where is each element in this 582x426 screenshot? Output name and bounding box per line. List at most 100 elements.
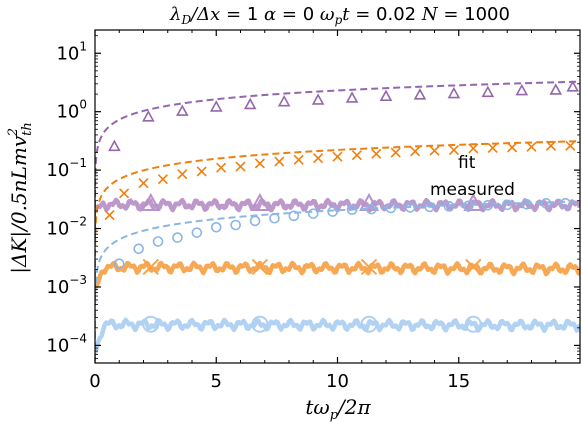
fit-series-marker — [307, 208, 319, 219]
fit-series-marker — [566, 80, 580, 92]
y-tick-label: 10−1 — [46, 156, 87, 181]
x-label-part: /2π — [336, 395, 371, 419]
x-tick-label: 15 — [447, 371, 470, 392]
measured-series-marker — [249, 192, 270, 211]
fit-series-marker — [172, 232, 183, 243]
measured-series-marker — [463, 192, 484, 211]
fit-series-marker — [379, 89, 393, 101]
fit-series-marker — [549, 83, 563, 95]
fit-series-marker — [540, 198, 552, 209]
title-part: = — [438, 4, 465, 25]
y-tick-exponent: −4 — [69, 331, 87, 345]
measured-series-marker — [464, 315, 482, 333]
y-label-sub: th — [20, 122, 35, 136]
measured-series-marker — [140, 192, 161, 211]
fit-series-marker — [191, 227, 203, 238]
fit-series-marker — [177, 169, 188, 180]
fit-series-marker — [487, 142, 498, 153]
fit-series-marker — [565, 140, 576, 151]
fit-series-marker — [447, 86, 461, 99]
fit-series-marker — [545, 140, 556, 151]
fit-series-marker — [501, 199, 513, 211]
x-label-part: tω — [305, 395, 329, 419]
fit-series-marker — [175, 104, 189, 116]
fit-series-line — [95, 140, 580, 301]
fit-series-marker — [371, 148, 382, 159]
title-part: = — [276, 4, 303, 25]
fit-series-marker — [210, 222, 222, 233]
x-label-sub: p — [330, 408, 339, 423]
x-axis-label: tωp/2π — [305, 395, 371, 423]
fit-series-marker — [249, 215, 261, 227]
measured-series-marker — [142, 258, 159, 276]
measured-series-marker — [360, 258, 378, 276]
fit-series-marker — [385, 202, 397, 214]
x-tick-label: 5 — [211, 371, 222, 392]
fit-series-marker — [142, 110, 155, 122]
fit-series-marker — [526, 141, 537, 152]
fit-series-marker — [313, 153, 324, 164]
y-tick-base: 10 — [46, 160, 69, 181]
measured-series-marker — [360, 315, 378, 333]
x-tick-label: 10 — [326, 371, 349, 392]
title-part: N — [416, 4, 439, 25]
fit-series-marker — [507, 142, 518, 153]
annotation-measured: measured — [430, 180, 515, 200]
fit-series-marker — [277, 95, 291, 107]
title-sub: D — [180, 13, 191, 27]
y-tick-exponent: −1 — [69, 156, 87, 170]
y-tick-base: 10 — [56, 43, 79, 64]
y-tick-exponent: −2 — [69, 215, 87, 229]
annotation-fit: fit — [458, 153, 476, 173]
fit-series-marker — [269, 212, 280, 224]
title-part: = — [350, 4, 377, 25]
title-part: ω — [314, 4, 335, 25]
fit-series-marker — [481, 85, 495, 98]
fit-series-marker — [243, 97, 257, 110]
fit-series-marker — [152, 236, 164, 247]
y-tick-label: 10−2 — [46, 215, 87, 240]
measured-series-marker — [359, 192, 379, 211]
fit-series-marker — [560, 198, 571, 209]
y-tick-label: 101 — [56, 39, 87, 64]
fit-series-marker — [288, 210, 300, 222]
measured-series-line — [95, 260, 580, 290]
fit-series-marker — [332, 151, 343, 162]
fit-series-marker — [196, 166, 207, 177]
measured-series-marker — [251, 258, 269, 276]
fit-series-marker — [138, 178, 149, 189]
y-label-sup: 2 — [6, 128, 21, 137]
fit-series-marker — [254, 158, 265, 169]
measured-series-marker — [465, 258, 482, 276]
title-part: /Δx = — [189, 4, 247, 25]
y-tick-base: 10 — [46, 219, 69, 240]
fit-series-marker — [429, 145, 440, 156]
fit-series-marker — [345, 91, 359, 103]
fit-series-marker — [311, 93, 325, 105]
y-tick-base: 10 — [46, 335, 69, 356]
fit-series-marker — [351, 150, 362, 161]
fit-series-marker — [209, 100, 223, 112]
fit-series-marker — [366, 203, 377, 215]
y-tick-base: 10 — [46, 277, 69, 298]
fit-series-marker — [390, 147, 401, 158]
fit-series-marker — [448, 145, 459, 156]
fit-series-marker — [216, 162, 227, 173]
y-tick-label: 10−4 — [46, 331, 87, 356]
measured-series-marker — [251, 315, 269, 333]
title-part: λ — [169, 4, 181, 25]
title-part: t — [342, 4, 350, 25]
measured-series-marker — [142, 315, 160, 333]
fit-series-marker — [482, 199, 494, 211]
y-label-part: |ΔK|/0.5nLmv — [7, 135, 32, 274]
title-value: 1000 — [464, 4, 510, 25]
fit-series-marker — [410, 146, 421, 157]
fit-series-marker — [413, 88, 427, 100]
chart-title: λD/Δx = 1 α = 0 ωpt = 0.02 N = 1000 — [169, 4, 510, 27]
y-tick-label: 10−3 — [46, 273, 87, 298]
fit-series-marker — [424, 201, 435, 213]
fit-series-marker — [521, 198, 532, 210]
title-value: 0 — [303, 4, 314, 25]
y-tick-exponent: 0 — [79, 98, 87, 112]
